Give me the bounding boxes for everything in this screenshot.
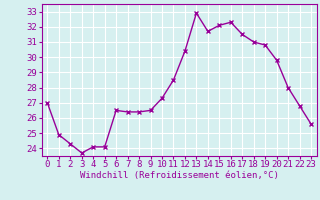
X-axis label: Windchill (Refroidissement éolien,°C): Windchill (Refroidissement éolien,°C): [80, 171, 279, 180]
